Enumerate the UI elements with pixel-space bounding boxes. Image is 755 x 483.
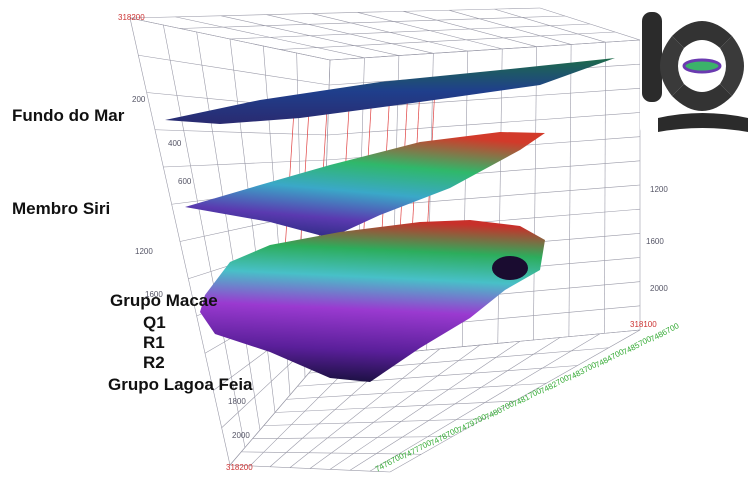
northing-tick: 7485700 (621, 334, 653, 357)
easting-tick: 318200 (226, 463, 253, 472)
northing-tick: 7477700 (401, 438, 433, 461)
depth-tick: 1800 (228, 397, 246, 406)
grid-line (329, 341, 521, 470)
grid-line (329, 39, 641, 61)
grid-line (327, 112, 641, 136)
grid-line (289, 348, 441, 468)
depth-tick: 1200 (135, 247, 153, 256)
pan-slider[interactable] (658, 113, 748, 132)
northing-tick: 7483700 (566, 360, 598, 383)
grid-line (369, 333, 601, 472)
depth-tick: 1200 (650, 185, 668, 194)
nav-widget[interactable] (640, 8, 752, 136)
depth-tick: 1600 (646, 237, 664, 246)
northing-tick: 7484700 (594, 347, 626, 370)
depth-tick: 600 (178, 177, 192, 186)
grid-line (349, 337, 561, 471)
surface-fundo-do-mar (165, 58, 615, 124)
rotate-up[interactable] (672, 21, 732, 48)
layer-label: Grupo Macae (110, 291, 218, 310)
surface-macae (200, 220, 545, 382)
layer-label: Grupo Lagoa Feia (108, 375, 253, 394)
surface-membro-siri (185, 132, 545, 238)
layer-label: Q1 (143, 313, 166, 332)
grid-line (179, 15, 566, 29)
easting-tick: 318100 (630, 320, 657, 329)
layer-label: R1 (143, 333, 165, 352)
rotate-right[interactable] (720, 36, 744, 96)
depth-tick: 2000 (232, 431, 250, 440)
nav-preview (682, 58, 722, 74)
grid-line (279, 31, 616, 50)
grid-line (389, 329, 641, 473)
northing-tick: 7482700 (539, 373, 571, 396)
grid-line (154, 129, 328, 136)
grid-line (163, 159, 327, 168)
surface-depression (492, 256, 528, 280)
grid-line (129, 7, 541, 19)
zoom-slider[interactable] (642, 12, 662, 102)
grid-line (229, 359, 321, 466)
northing-tick: 7476700 (374, 451, 406, 474)
rotate-down[interactable] (672, 84, 732, 111)
depth-tick: 400 (168, 139, 182, 148)
grid-line (138, 54, 330, 86)
easting-tick: 318200 (118, 13, 145, 22)
depth-tick: 200 (132, 95, 146, 104)
northing-tick: 7481700 (511, 386, 543, 409)
depth-tick: 1600 (145, 290, 163, 299)
rotate-left[interactable] (660, 36, 684, 96)
layer-label: R2 (143, 353, 165, 372)
grid-line (229, 23, 591, 40)
grid-line (309, 344, 481, 469)
northing-tick: 7478700 (429, 425, 461, 448)
northing-tick: 7479700 (456, 412, 488, 435)
layer-label: Fundo do Mar (12, 106, 125, 125)
depth-tick: 2000 (650, 284, 668, 293)
layer-label: Membro Siri (12, 199, 110, 218)
